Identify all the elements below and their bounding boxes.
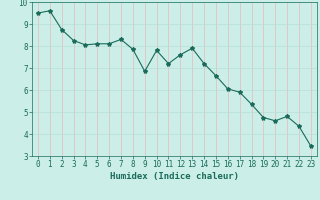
X-axis label: Humidex (Indice chaleur): Humidex (Indice chaleur) (110, 172, 239, 181)
